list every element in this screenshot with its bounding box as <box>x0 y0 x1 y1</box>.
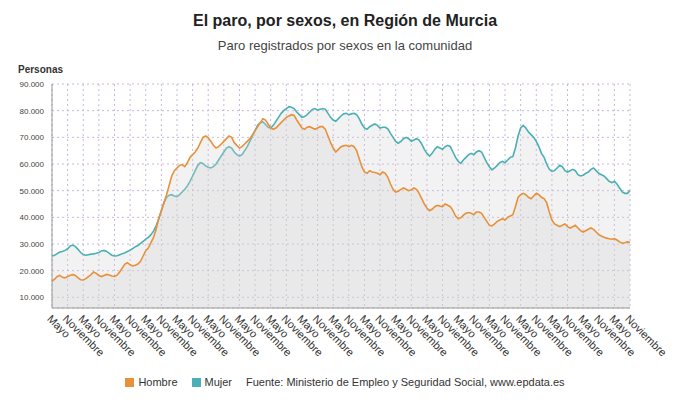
html-text:Personas: Personas <box>18 64 63 75</box>
svg-text:50.000: 50.000 <box>20 187 45 196</box>
svg-text:Noviembre: Noviembre <box>466 312 513 359</box>
svg-text:70.000: 70.000 <box>20 133 45 142</box>
svg-text:Mayo: Mayo <box>357 312 385 340</box>
svg-text:Noviembre: Noviembre <box>591 312 638 359</box>
svg-text:Mayo: Mayo <box>513 312 542 340</box>
svg-text:Mayo: Mayo <box>263 312 292 340</box>
svg-text:Noviembre: Noviembre <box>560 312 607 359</box>
svg-text:30.000: 30.000 <box>20 240 45 249</box>
svg-text:Mayo: Mayo <box>326 312 354 340</box>
svg-text:Mayo: Mayo <box>388 312 417 340</box>
svg-text:Noviembre: Noviembre <box>498 312 545 359</box>
svg-text:Mayo: Mayo <box>232 312 260 340</box>
svg-text:Noviembre: Noviembre <box>123 312 170 359</box>
svg-text:Mayo: Mayo <box>295 312 323 340</box>
svg-text:40.000: 40.000 <box>20 213 45 222</box>
svg-text:Noviembre: Noviembre <box>404 312 451 359</box>
svg-text:Noviembre: Noviembre <box>529 312 576 359</box>
svg-text:Mayo: Mayo <box>107 312 136 340</box>
svg-text:Noviembre: Noviembre <box>216 312 263 359</box>
svg-text:Noviembre: Noviembre <box>341 312 388 359</box>
svg-text:Mayo: Mayo <box>138 312 167 340</box>
svg-text:Mayo: Mayo <box>545 312 573 340</box>
svg-text:Mayo: Mayo <box>76 312 104 340</box>
html-text:Fuente: Ministerio de Empleo y: Fuente: Ministerio de Empleo y Seguridad… <box>246 376 565 388</box>
svg-text:Mayo: Mayo <box>201 312 229 340</box>
svg-text:20.000: 20.000 <box>20 267 45 276</box>
html-text:Mujer: Mujer <box>204 376 232 388</box>
svg-text:Mayo: Mayo <box>170 312 198 340</box>
svg-text:10.000: 10.000 <box>20 293 45 302</box>
svg-text:90.000: 90.000 <box>20 80 45 89</box>
svg-text:60.000: 60.000 <box>20 160 45 169</box>
svg-text:Mayo: Mayo <box>45 312 73 340</box>
svg-text:Noviembre: Noviembre <box>373 312 420 359</box>
svg-text:Noviembre: Noviembre <box>91 312 138 359</box>
svg-text:Mayo: Mayo <box>482 312 510 340</box>
svg-text:Mayo: Mayo <box>420 312 448 340</box>
html-text:Paro registrados por sexos en: Paro registrados por sexos en la comunid… <box>217 38 473 53</box>
html-text:Hombre: Hombre <box>138 376 178 388</box>
svg-text:Noviembre: Noviembre <box>248 312 295 359</box>
svg-text:Noviembre: Noviembre <box>435 312 482 359</box>
svg-text:Noviembre: Noviembre <box>623 312 669 358</box>
svg-text:Mayo: Mayo <box>607 312 635 340</box>
svg-text:Mayo: Mayo <box>451 312 479 340</box>
svg-text:80.000: 80.000 <box>20 107 45 116</box>
svg-text:Noviembre: Noviembre <box>60 312 107 359</box>
svg-text:Mayo: Mayo <box>576 312 604 340</box>
svg-text:Noviembre: Noviembre <box>279 312 326 359</box>
svg-text:Noviembre: Noviembre <box>310 312 357 359</box>
svg-text:Noviembre: Noviembre <box>185 312 232 359</box>
svg-text:Noviembre: Noviembre <box>154 312 201 359</box>
html-text:El paro, por sexos, en Región: El paro, por sexos, en Región de Murcia <box>193 12 497 29</box>
